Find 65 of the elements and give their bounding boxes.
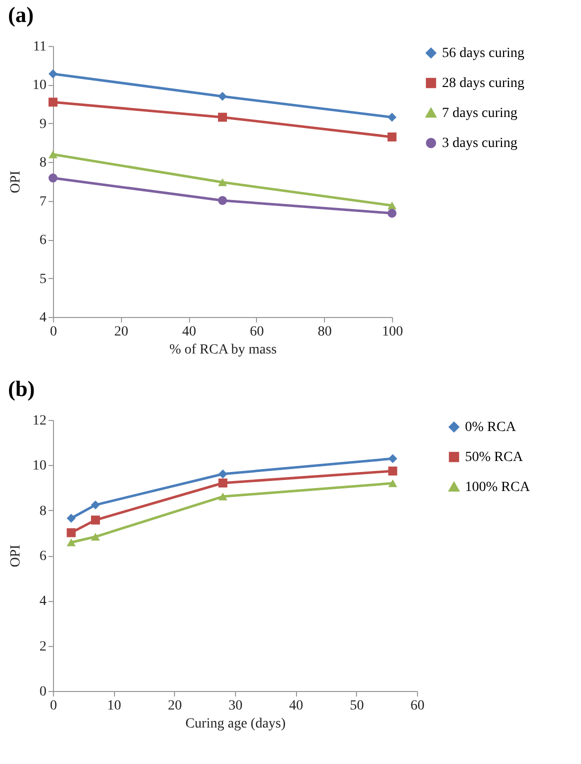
y-tick-label: 9 [40, 116, 46, 132]
x-tick-label: 60 [250, 324, 264, 340]
y-tick-label: 6 [40, 549, 46, 564]
y-axis-title: OPI [8, 170, 24, 194]
y-tick-label: 8 [40, 156, 46, 171]
point [388, 466, 398, 476]
y-tick-label: 10 [32, 78, 46, 94]
x-tick-label: 10 [107, 698, 122, 714]
y-tick-label: 5 [40, 272, 46, 287]
x-tick-label: 40 [289, 698, 304, 714]
x-tick-label: 0 [50, 324, 57, 340]
x-tick-label: 80 [318, 324, 332, 340]
y-tick-label: 7 [40, 194, 46, 210]
y-tick-label: 4 [40, 594, 46, 610]
y-tick-label: 2 [40, 639, 46, 654]
legend-label: 50% RCA [465, 450, 524, 465]
point [218, 178, 227, 186]
point [90, 516, 100, 525]
legend-label: 0% RCA [465, 420, 517, 435]
legend-label: 3 days curing [442, 136, 518, 151]
x-tick-label: 40 [182, 324, 196, 340]
x-axis-title: % of RCA by mass [169, 342, 277, 358]
legend-label: 100% RCA [465, 480, 531, 495]
x-tick-label: 100 [382, 324, 403, 340]
chart-title: (b) [8, 376, 35, 401]
point [218, 92, 227, 101]
point [388, 479, 398, 488]
chart-title: (a) [8, 2, 34, 27]
y-axis-title: OPI [8, 544, 24, 568]
point [48, 69, 58, 78]
point [388, 208, 396, 218]
y-tick-label: 8 [40, 504, 46, 519]
x-tick-label: 20 [114, 324, 128, 340]
point [48, 174, 58, 182]
y-tick-label: 12 [32, 414, 46, 428]
y-tick-label: 11 [33, 40, 46, 54]
point [388, 454, 398, 464]
x-tick-label: 50 [350, 698, 364, 714]
x-tick-label: 30 [228, 698, 242, 714]
point [66, 514, 76, 523]
point [90, 500, 100, 510]
legend-label: 7 days curing [442, 106, 518, 121]
point [218, 470, 228, 478]
point [388, 112, 396, 122]
legend-label: 28 days curing [442, 76, 524, 91]
point [218, 196, 227, 205]
y-tick-label: 6 [40, 233, 46, 248]
point [388, 132, 396, 142]
y-tick-label: 10 [32, 458, 46, 474]
point [66, 528, 76, 538]
point [388, 202, 396, 210]
point [48, 150, 58, 158]
point [218, 492, 228, 500]
x-tick-label: 20 [168, 698, 182, 714]
x-tick-label: 0 [50, 698, 57, 714]
y-tick-label: 4 [40, 310, 46, 326]
x-tick-label: 60 [410, 698, 424, 714]
point [90, 532, 100, 541]
x-axis-title: Curing age (days) [185, 716, 286, 732]
legend-label: 56 days curing [442, 46, 524, 61]
y-tick-label: 0 [40, 684, 46, 700]
point [218, 112, 227, 122]
point [218, 478, 228, 488]
point [66, 538, 76, 546]
point [48, 98, 58, 107]
